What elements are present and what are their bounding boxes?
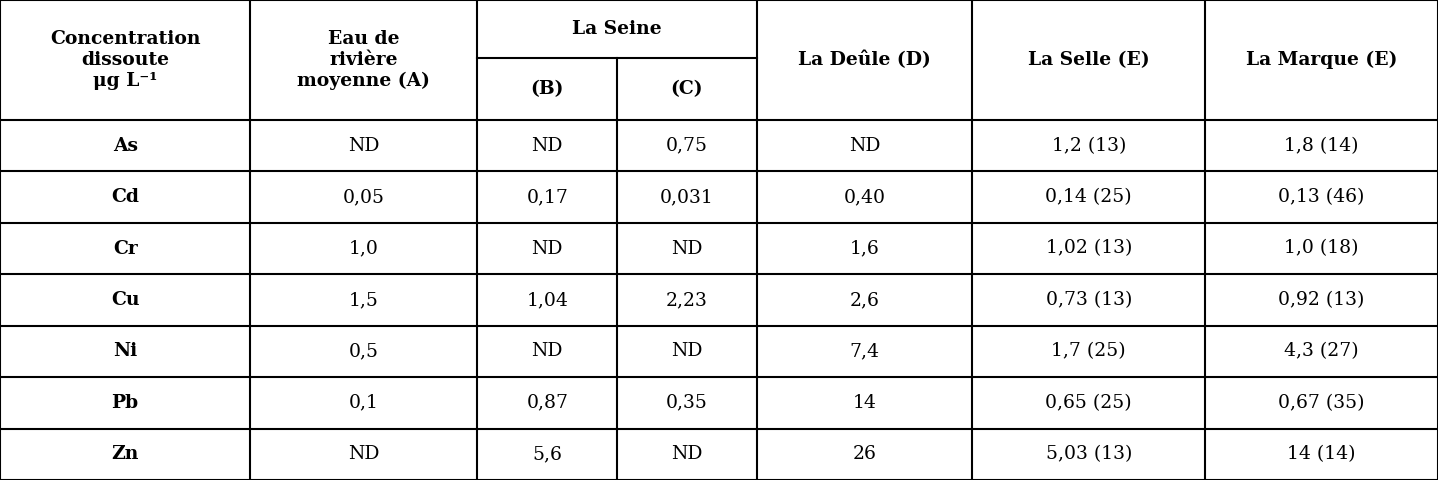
- Text: 0,35: 0,35: [666, 394, 707, 412]
- Text: ND: ND: [848, 137, 880, 155]
- Text: 14: 14: [853, 394, 877, 412]
- Text: 14 (14): 14 (14): [1287, 445, 1356, 463]
- Text: As: As: [112, 137, 138, 155]
- Text: 0,65 (25): 0,65 (25): [1045, 394, 1132, 412]
- Text: 0,031: 0,031: [660, 188, 713, 206]
- Text: La Seine: La Seine: [572, 20, 661, 38]
- Text: La Selle (E): La Selle (E): [1028, 51, 1149, 69]
- Text: ND: ND: [348, 137, 380, 155]
- Text: 1,5: 1,5: [349, 291, 378, 309]
- Text: 0,14 (25): 0,14 (25): [1045, 188, 1132, 206]
- Text: 1,04: 1,04: [526, 291, 568, 309]
- Text: La Deûle (D): La Deûle (D): [798, 51, 930, 69]
- Text: 5,6: 5,6: [532, 445, 562, 463]
- Text: 1,0 (18): 1,0 (18): [1284, 240, 1359, 258]
- Text: 0,1: 0,1: [349, 394, 378, 412]
- Text: 1,02 (13): 1,02 (13): [1045, 240, 1132, 258]
- Text: (C): (C): [670, 80, 703, 98]
- Text: ND: ND: [532, 342, 564, 360]
- Text: 1,8 (14): 1,8 (14): [1284, 137, 1359, 155]
- Text: Ni: Ni: [114, 342, 137, 360]
- Text: (B): (B): [531, 80, 564, 98]
- Text: 5,03 (13): 5,03 (13): [1045, 445, 1132, 463]
- Text: 26: 26: [853, 445, 877, 463]
- Text: 0,73 (13): 0,73 (13): [1045, 291, 1132, 309]
- Text: ND: ND: [532, 240, 564, 258]
- Text: La Marque (E): La Marque (E): [1245, 51, 1398, 69]
- Text: 1,7 (25): 1,7 (25): [1051, 342, 1126, 360]
- Text: 0,05: 0,05: [342, 188, 385, 206]
- Text: 0,5: 0,5: [349, 342, 378, 360]
- Text: 4,3 (27): 4,3 (27): [1284, 342, 1359, 360]
- Text: 0,17: 0,17: [526, 188, 568, 206]
- Text: ND: ND: [672, 342, 703, 360]
- Text: 1,2 (13): 1,2 (13): [1051, 137, 1126, 155]
- Text: 1,6: 1,6: [850, 240, 880, 258]
- Text: Cr: Cr: [112, 240, 138, 258]
- Text: 7,4: 7,4: [850, 342, 880, 360]
- Text: 2,23: 2,23: [666, 291, 707, 309]
- Text: 0,40: 0,40: [844, 188, 886, 206]
- Text: 2,6: 2,6: [850, 291, 880, 309]
- Text: 0,92 (13): 0,92 (13): [1278, 291, 1365, 309]
- Text: 0,87: 0,87: [526, 394, 568, 412]
- Text: 0,67 (35): 0,67 (35): [1278, 394, 1365, 412]
- Text: ND: ND: [672, 240, 703, 258]
- Text: Pb: Pb: [112, 394, 138, 412]
- Text: Zn: Zn: [112, 445, 139, 463]
- Text: 0,13 (46): 0,13 (46): [1278, 188, 1365, 206]
- Text: 1,0: 1,0: [349, 240, 378, 258]
- Text: ND: ND: [672, 445, 703, 463]
- Text: ND: ND: [532, 137, 564, 155]
- Text: 0,75: 0,75: [666, 137, 707, 155]
- Text: ND: ND: [348, 445, 380, 463]
- Text: Eau de
rivière
moyenne (A): Eau de rivière moyenne (A): [298, 30, 430, 90]
- Text: Concentration
dissoute
μg L⁻¹: Concentration dissoute μg L⁻¹: [50, 30, 200, 90]
- Text: Cu: Cu: [111, 291, 139, 309]
- Text: Cd: Cd: [111, 188, 139, 206]
